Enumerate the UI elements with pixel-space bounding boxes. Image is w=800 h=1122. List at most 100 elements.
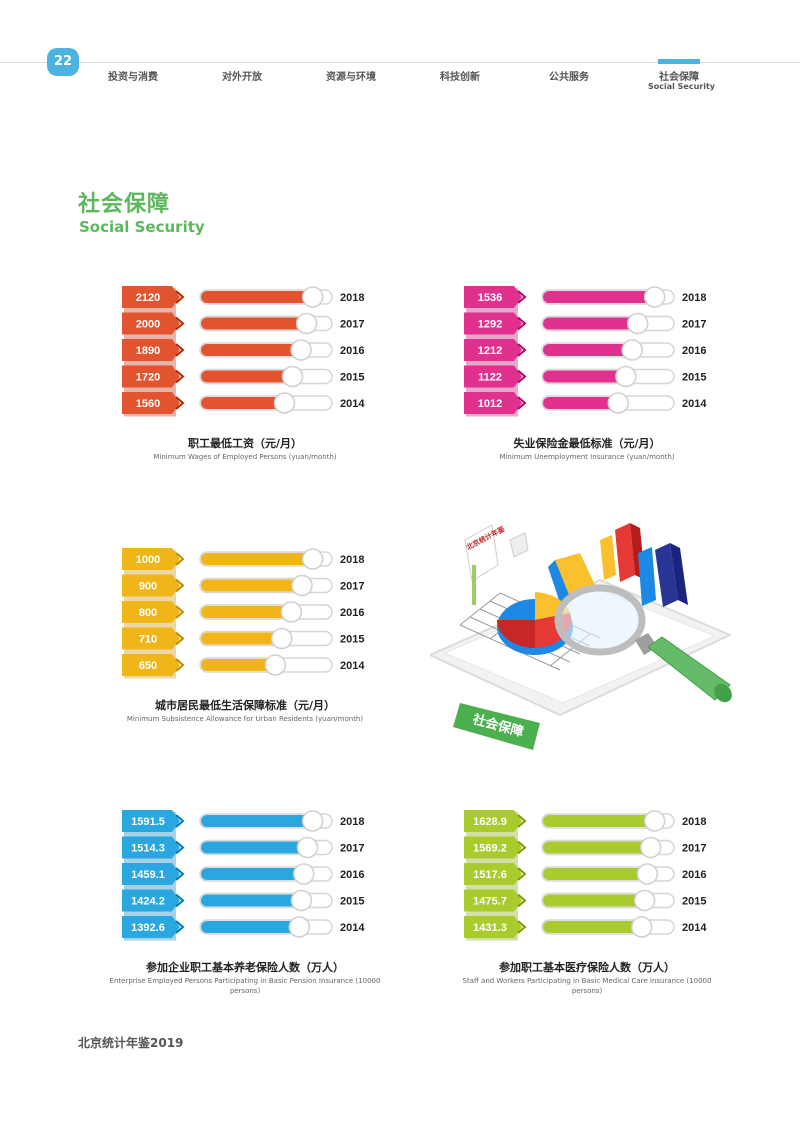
data-label: 1122 [478,372,502,384]
year-label: 2015 [340,634,364,646]
nav-item-investment[interactable]: 投资与消费 [108,72,158,83]
header-divider [0,62,800,63]
data-label: 1212 [478,345,502,357]
data-label: 1628.9 [473,816,507,828]
bar-knob [280,601,303,623]
bar-knob [293,863,315,885]
chart-subtitle-unemployment-insurance: Minimum Unemployment Insurance (yuan/mon… [499,453,675,461]
chart-subtitle-medical-insurance: Staff and Workers Participating in Basic… [462,977,712,995]
value-tag [464,312,522,335]
value-tag [464,339,522,361]
value-tag [122,548,180,570]
bar-knob [639,836,662,859]
bar [201,370,294,383]
value-tag [464,916,522,938]
bar-knob [288,916,311,938]
value-tag [122,339,180,361]
bar-knob [643,810,666,832]
value-tag [464,836,522,859]
area-3d-yellow [555,553,595,597]
tag-chevron [517,814,527,828]
bar-knob [301,548,324,570]
year-label: 2017 [340,319,364,331]
bar-knob [636,863,659,885]
bar [543,921,643,933]
area-3d-blue [548,560,570,603]
year-label: 2015 [340,372,364,384]
tag-chevron [517,920,527,934]
nav-item-opening[interactable]: 对外开放 [222,72,262,83]
year-label: 2015 [340,896,364,908]
tag-chevron [517,840,527,855]
bar [201,606,293,618]
data-label: 1591.5 [131,816,165,828]
section-subtitle: Social Security [79,218,205,236]
value-tag [464,810,522,832]
value-tag [464,286,522,308]
bar [201,579,303,592]
tag-chevron [517,343,527,357]
year-label: 2017 [682,319,706,331]
chart-title-medical-insurance: 参加职工基本医疗保险人数（万人） [499,961,675,974]
nav-item-resources[interactable]: 资源与环境 [326,72,376,83]
chart-medical-insurance: 1628.9 2018 1569.2 2017 1517.6 2016 1475.7 2015… [462,808,722,988]
data-label: 1720 [136,372,160,384]
magnifier-handle-end [714,683,732,703]
value-tag [122,836,180,859]
bar [201,921,301,933]
footer-title: 北京统计年鉴2019 [78,1036,184,1050]
chart-subsistence-allowance: 1000 2018 900 2017 800 2016 710 2015 650 2014 [120,546,380,726]
nav-item-social-security[interactable]: 社会保障 [659,72,699,83]
bar-knob [607,392,630,414]
value-tag [122,627,180,650]
bar [201,344,303,356]
year-label: 2014 [340,398,365,410]
tag-chevron [517,396,527,410]
chart-svg: 2120 2018 2000 2017 1890 2016 1720 2015 1560 2014 [122,286,365,417]
small-photo [509,532,529,558]
year-label: 2017 [340,843,364,855]
bar-knob [290,889,313,912]
year-label: 2016 [340,869,364,881]
bar [201,291,314,303]
tag-chevron [175,605,185,619]
tag-chevron [175,316,185,331]
year-label: 2014 [682,398,707,410]
bar [543,841,652,854]
chart-pension-insurance: 1591.5 2018 1514.3 2017 1459.1 2016 1424.2 2015… [120,808,380,988]
bar [201,659,277,671]
nav-item-technology[interactable]: 科技创新 [440,72,480,83]
data-label: 650 [139,660,157,672]
nav-item-public-services[interactable]: 公共服务 [549,72,589,83]
tag-chevron [175,578,185,593]
tag-chevron [175,396,185,410]
value-tag [122,392,180,414]
tag-chevron [517,867,527,881]
bar-knob [615,365,637,388]
chart-unemployment-insurance: 1536 2018 1292 2017 1212 2016 1122 2015 1012 2014 [462,284,722,464]
data-label: 710 [139,634,157,646]
tag-chevron [517,290,527,304]
chart-subtitle-pension-insurance: Enterprise Employed Persons Participatin… [109,977,381,995]
card-stand [472,565,476,605]
bar [543,291,656,303]
tag-chevron [175,867,185,881]
bar [543,868,649,880]
value-tag [122,916,180,938]
chart-title-pension-insurance: 参加企业职工基本养老保险人数（万人） [146,961,344,974]
bar [201,632,283,645]
year-label: 2017 [682,843,706,855]
year-label: 2018 [682,816,706,828]
chart-svg: 1591.5 2018 1514.3 2017 1459.1 2016 1424.2 2015… [122,810,365,941]
bar-3d-blue [638,547,656,606]
tag-chevron [175,658,185,672]
year-label: 2015 [682,896,706,908]
chart-title-unemployment-insurance: 失业保险金最低标准（元/月） [513,437,661,450]
value-tag [122,574,180,597]
bar-knob [633,889,656,912]
chart-svg: 1628.9 2018 1569.2 2017 1517.6 2016 1475.7 2015… [464,810,707,941]
year-label: 2018 [340,554,364,566]
data-label: 1431.3 [473,922,507,934]
data-label: 1517.6 [473,869,507,881]
data-label: 1514.3 [131,843,165,855]
